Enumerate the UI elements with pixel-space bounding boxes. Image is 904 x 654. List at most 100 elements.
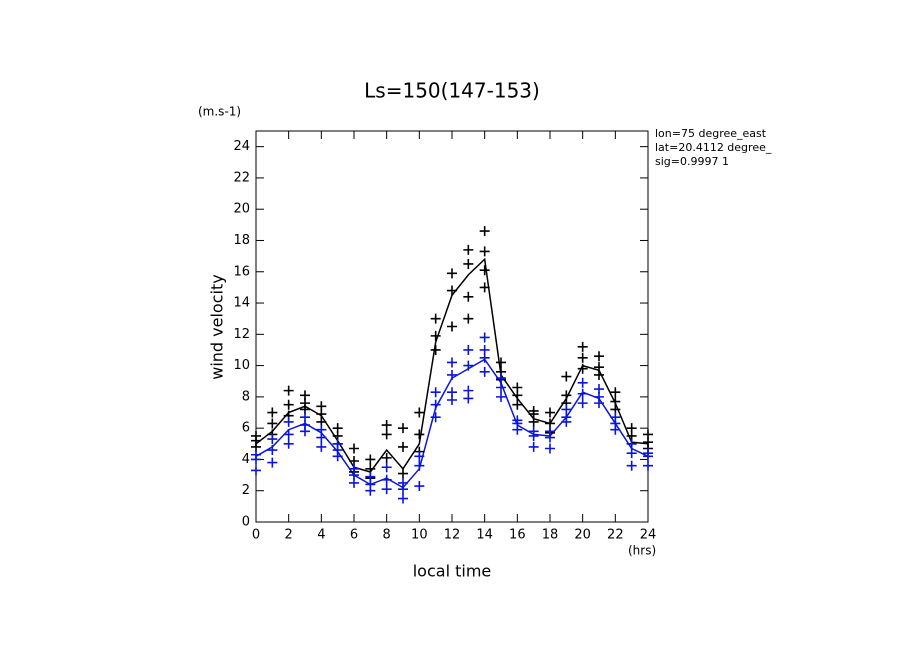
cross-marker — [626, 438, 637, 449]
cross-marker — [398, 493, 408, 504]
cross-marker — [300, 412, 310, 423]
cross-marker — [463, 291, 474, 302]
cross-marker — [545, 407, 555, 418]
cross-marker — [496, 391, 506, 402]
cross-marker — [463, 385, 474, 396]
cross-marker — [300, 390, 310, 401]
cross-marker — [430, 330, 441, 341]
y-tick-label: 8 — [242, 389, 250, 404]
x-tick-label: 10 — [411, 528, 428, 543]
cross-marker — [610, 412, 621, 423]
y-tick-label: 6 — [242, 421, 250, 436]
x-tick-label: 4 — [317, 528, 325, 543]
y-tick-label: 18 — [233, 233, 250, 248]
cross-marker — [447, 357, 457, 368]
cross-marker — [267, 418, 278, 429]
cross-marker — [545, 443, 555, 454]
cross-marker — [626, 460, 637, 471]
cross-marker — [447, 285, 457, 296]
cross-marker — [577, 377, 588, 388]
x-tick-label: 2 — [285, 528, 293, 543]
y-axis-label: wind velocity — [208, 274, 227, 379]
x-tick-label: 12 — [444, 528, 461, 543]
cross-marker — [349, 443, 359, 454]
cross-marker — [610, 396, 621, 407]
cross-marker — [414, 407, 425, 418]
cross-marker — [251, 449, 261, 460]
y-tick-label: 14 — [233, 296, 250, 311]
cross-marker — [545, 426, 555, 437]
cross-marker — [479, 332, 490, 343]
cross-marker — [414, 429, 425, 440]
y-tick-label: 22 — [233, 170, 250, 185]
cross-marker — [430, 313, 441, 324]
x-tick-label: 20 — [574, 528, 591, 543]
cross-marker — [398, 477, 408, 488]
cross-marker — [283, 399, 294, 410]
cross-marker — [332, 438, 343, 449]
y-tick-label: 4 — [242, 452, 250, 467]
cross-marker — [594, 362, 604, 373]
cross-marker — [528, 426, 539, 437]
cross-marker — [430, 412, 441, 423]
cross-marker — [463, 360, 474, 371]
cross-marker — [479, 246, 490, 257]
cross-marker — [479, 226, 490, 237]
cross-marker — [381, 474, 392, 485]
cross-marker — [643, 448, 653, 459]
cross-marker — [626, 423, 637, 434]
cross-marker — [577, 388, 588, 399]
cross-marker — [643, 460, 653, 471]
cross-marker — [267, 445, 278, 456]
x-tick-label: 24 — [640, 528, 657, 543]
cross-marker — [414, 481, 425, 492]
cross-marker — [577, 341, 588, 352]
annotation: lat=20.4112 degree_ — [655, 141, 772, 154]
cross-marker — [643, 429, 653, 440]
x-axis-label: local time — [413, 562, 492, 581]
cross-marker — [430, 387, 441, 398]
cross-marker — [267, 434, 278, 445]
cross-marker — [561, 390, 572, 401]
cross-marker — [479, 344, 490, 355]
cross-marker — [577, 398, 588, 409]
cross-marker — [381, 452, 392, 463]
cross-marker — [381, 484, 392, 495]
cross-marker — [561, 404, 572, 415]
cross-marker — [561, 371, 572, 382]
cross-marker — [381, 429, 392, 440]
cross-marker — [496, 382, 506, 393]
cross-marker — [414, 460, 425, 471]
x-tick-label: 18 — [542, 528, 559, 543]
cross-marker — [283, 438, 294, 449]
y-tick-label: 24 — [233, 139, 250, 154]
x-tick-label: 0 — [252, 528, 260, 543]
y-tick-label: 20 — [233, 202, 250, 217]
annotation: lon=75 degree_east — [655, 127, 767, 140]
cross-marker — [267, 457, 278, 468]
cross-marker — [512, 399, 523, 410]
cross-marker — [447, 321, 457, 332]
cross-marker — [349, 463, 359, 474]
cross-marker — [463, 258, 474, 269]
y-tick-label: 16 — [233, 264, 250, 279]
cross-marker — [414, 451, 425, 462]
x-tick-label: 8 — [383, 528, 391, 543]
cross-marker — [381, 462, 392, 473]
x-tick-label: 14 — [476, 528, 493, 543]
cross-marker — [479, 366, 490, 377]
cross-marker — [594, 351, 604, 362]
cross-marker — [610, 387, 621, 398]
cross-marker — [479, 265, 490, 276]
y-tick-label: 0 — [242, 515, 250, 530]
cross-marker — [626, 448, 637, 459]
chart-title: Ls=150(147-153) — [364, 79, 540, 103]
cross-marker — [577, 352, 588, 363]
cross-marker — [447, 268, 457, 279]
cross-marker — [463, 344, 474, 355]
y-tick-label: 12 — [233, 327, 250, 342]
cross-marker — [398, 441, 408, 452]
cross-marker — [479, 282, 490, 293]
cross-marker — [398, 423, 408, 434]
cross-marker — [594, 384, 604, 395]
